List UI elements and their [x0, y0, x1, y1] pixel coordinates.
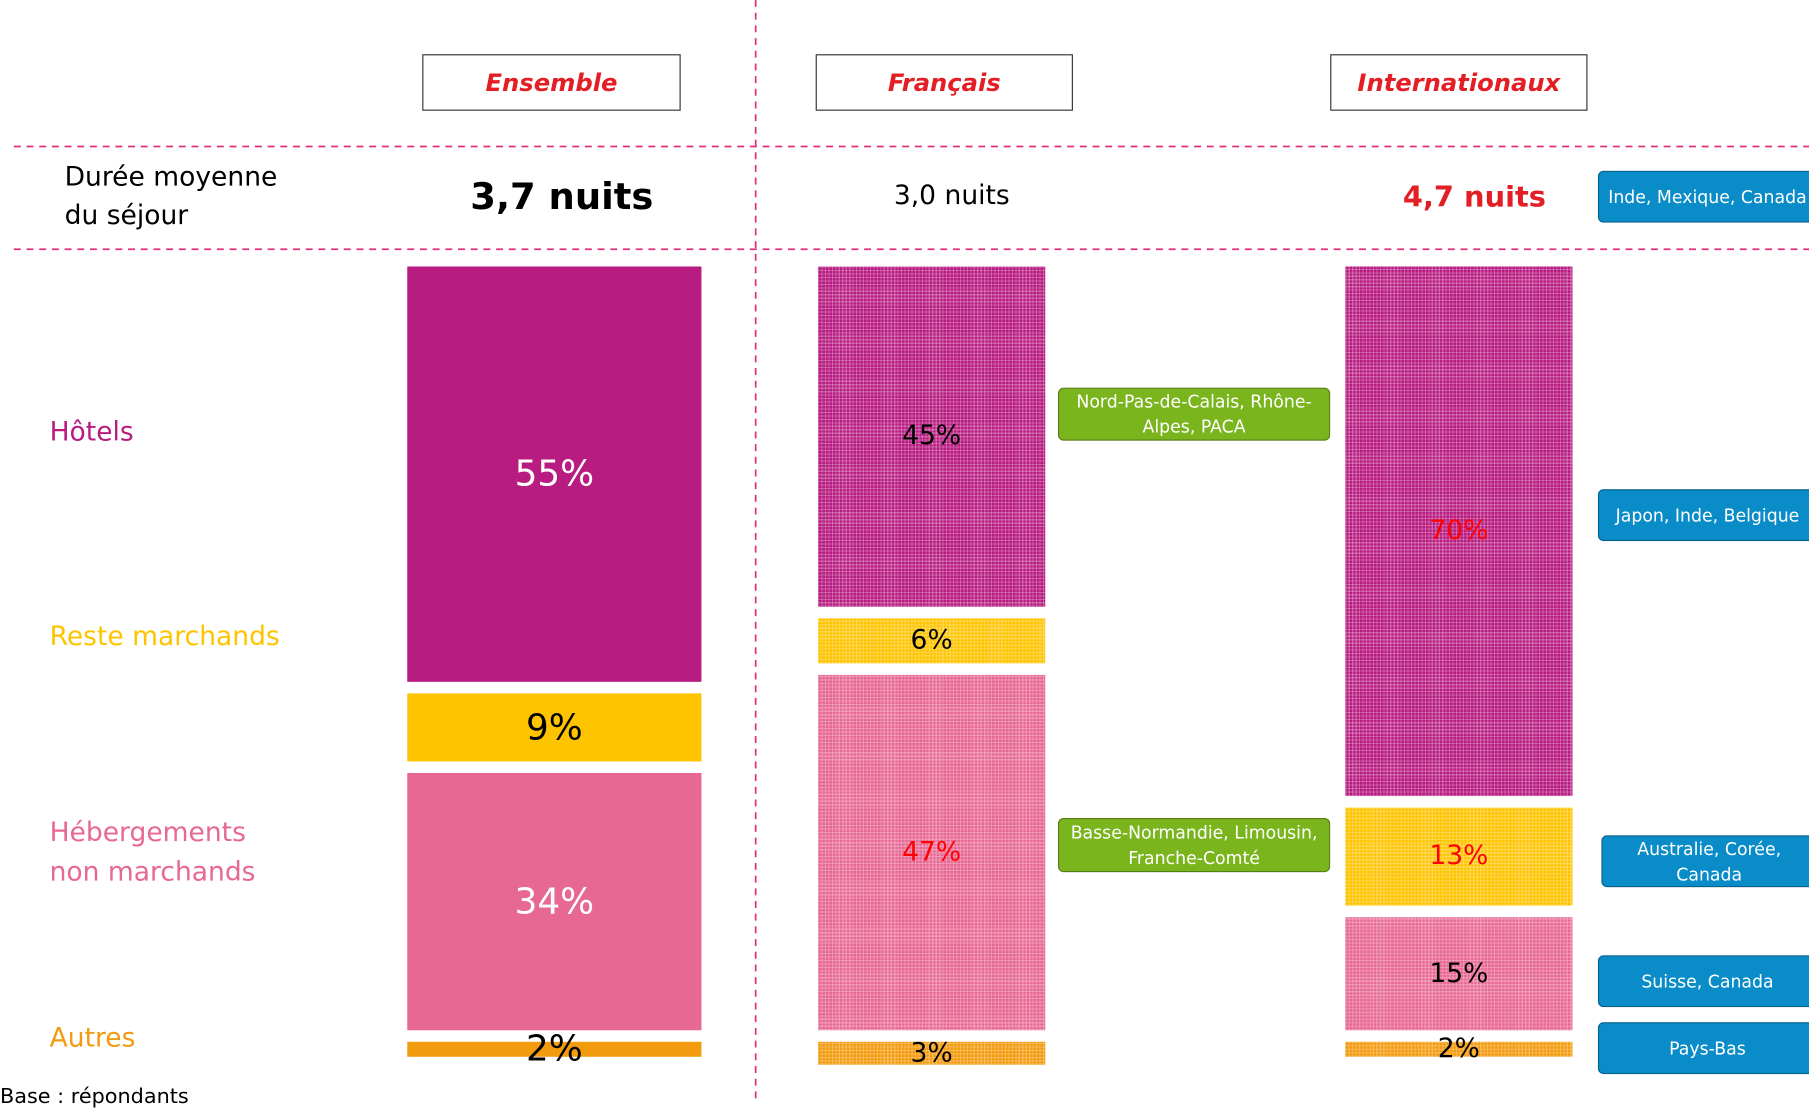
- column-header: Français: [815, 54, 1073, 111]
- annotation: Inde, Mexique, Canada: [1597, 170, 1809, 223]
- row-label: Hôtels: [49, 417, 134, 448]
- duration-label: Durée moyenne du séjour: [64, 162, 278, 231]
- annotation: Basse-Normandie, Limousin, Franche-Comté: [1057, 817, 1331, 873]
- bar-segment: [817, 674, 1046, 1031]
- column-header: Ensemble: [422, 54, 681, 111]
- data-label: 34%: [514, 880, 595, 923]
- data-label: 13%: [1429, 841, 1489, 872]
- bar-segment: [1345, 266, 1573, 796]
- data-label: 47%: [902, 837, 962, 868]
- data-label: 45%: [902, 421, 962, 452]
- data-label: 2%: [525, 1028, 583, 1070]
- data-label: 3%: [910, 1038, 953, 1069]
- footnote: Base : répondants: [0, 1084, 189, 1109]
- bar-segment: [407, 1041, 702, 1057]
- duration-value: 3,0 nuits: [893, 181, 1010, 212]
- duration-value: 3,7 nuits: [470, 174, 654, 219]
- duration-value: 4,7 nuits: [1402, 179, 1546, 213]
- data-label: 2%: [1437, 1034, 1480, 1065]
- bar-segment: [1345, 807, 1573, 906]
- data-label: 15%: [1429, 958, 1489, 989]
- annotation: Australie, Corée, Canada: [1601, 835, 1809, 888]
- data-label: 55%: [514, 453, 595, 496]
- annotation: Nord-Pas-de-Calais, Rhône-Alpes, PACA: [1057, 387, 1331, 441]
- annotation: Pays-Bas: [1597, 1022, 1809, 1075]
- row-label: Hébergements non marchands: [49, 817, 256, 888]
- annotation: Japon, Inde, Belgique: [1597, 489, 1809, 542]
- data-label: 70%: [1429, 515, 1489, 546]
- bar-segment: [1345, 1041, 1573, 1057]
- bar-segment: [407, 773, 702, 1031]
- row-label: Reste marchands: [49, 621, 280, 652]
- bar-segment: [407, 266, 702, 683]
- data-label: 9%: [525, 706, 583, 749]
- bar-segment: [1345, 916, 1573, 1031]
- bar-segment: [817, 266, 1046, 607]
- row-label: Autres: [49, 1023, 136, 1054]
- bar-segment: [817, 618, 1046, 664]
- annotation: Suisse, Canada: [1597, 955, 1809, 1008]
- bar-segment: [817, 1041, 1046, 1065]
- bar-segment: [407, 693, 702, 762]
- column-header: Internationaux: [1330, 54, 1588, 111]
- data-label: 6%: [910, 625, 953, 656]
